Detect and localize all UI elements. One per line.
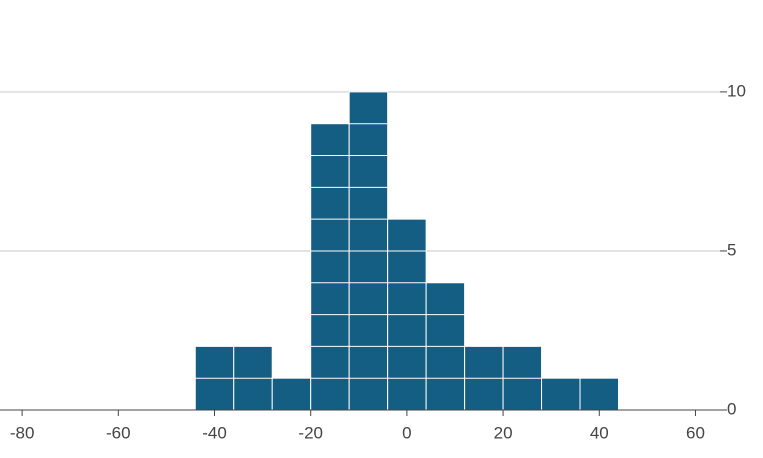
x-tick-label: 60 (686, 423, 705, 442)
y-tick-label: 10 (727, 81, 746, 100)
y-tick-label: 5 (727, 240, 736, 259)
x-tick-label: 20 (494, 423, 513, 442)
bar (579, 377, 620, 411)
bar (310, 123, 350, 411)
y-tick-label: 0 (727, 399, 736, 418)
x-tick-label: -40 (202, 423, 227, 442)
x-tick-label: -80 (10, 423, 35, 442)
x-tick-label: -20 (298, 423, 323, 442)
bar (271, 377, 312, 411)
x-tick-label: -60 (106, 423, 131, 442)
x-tick-label: 40 (590, 423, 609, 442)
x-tick-label: 0 (402, 423, 411, 442)
bar (541, 377, 581, 411)
